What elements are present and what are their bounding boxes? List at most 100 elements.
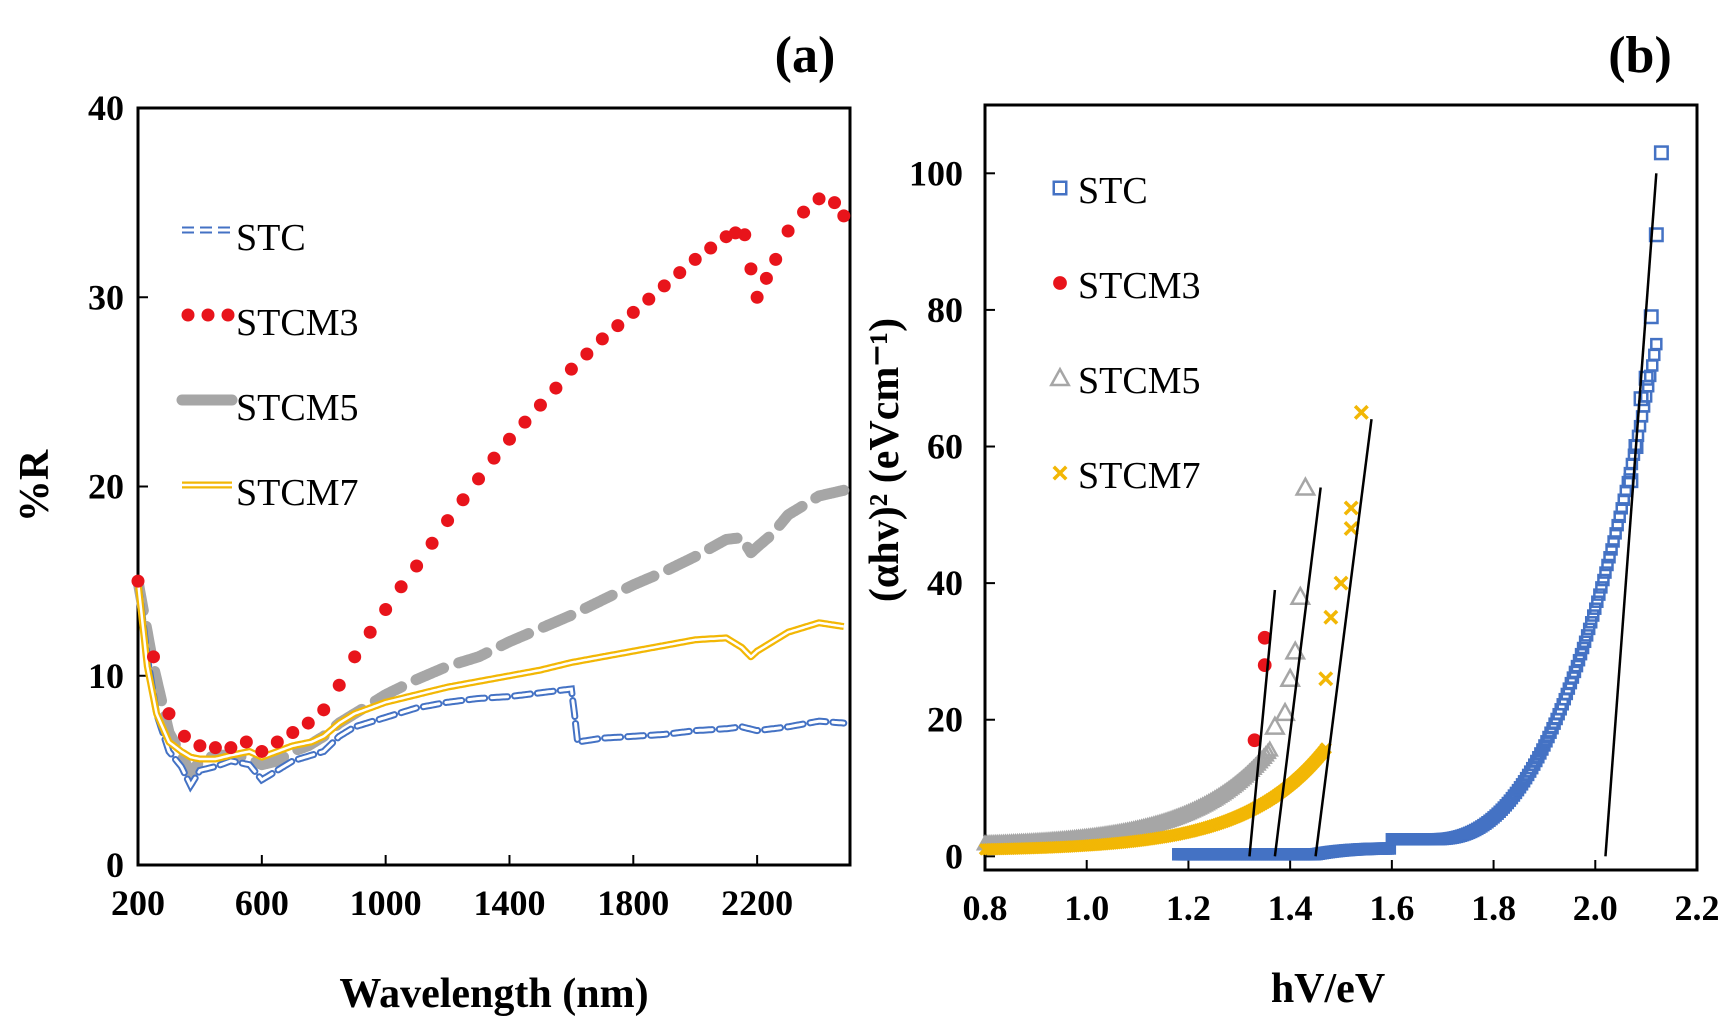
series-a-stcm3-point [239,735,253,749]
series-a-stcm3-point [750,290,764,304]
series-b-stcm5-point [1289,585,1312,606]
y-tick-label: 100 [909,153,963,193]
series-a-stcm3-point [301,716,315,730]
series-b-stc-point [1648,227,1664,243]
series-b-stcm5-point [1264,715,1286,735]
fit-line [1273,487,1322,857]
x-tick-label: 1.0 [1064,888,1109,928]
series-a-stcm3-point [394,580,408,594]
legend-marker [1052,465,1068,481]
series-b-stc-point [1605,543,1618,556]
panel-a-legend: STC STCM3 STCM5 STCM7 [176,217,358,514]
legend-b-stcm7-label: STCM7 [1078,455,1200,497]
x-tick-label: 1.4 [1268,888,1313,928]
series-b-stc-point [1589,602,1602,615]
series-a-stcm3-point [837,209,851,223]
x-tick-label: 2.0 [1573,888,1618,928]
panel-b: (b) 0.8 1.0 1.2 1.4 1.6 1.8 2.0 2.2 0 20 40 60 80 100… [862,27,1720,1012]
series-b-stc-point [1623,473,1639,489]
series-a-stcm3-point [812,192,826,206]
series-b-stcm3-point [1257,630,1272,645]
series-b-stcm5-point [1279,667,1302,687]
series-a-stcm3-point [611,319,625,333]
series-b-stcm5-point [1294,476,1317,496]
x-tick-label: 1.2 [1166,888,1211,928]
series-b-stc-point [1648,348,1661,362]
series-b-stc-point [1617,493,1631,506]
legend-b-stcm5: STCM5 [1049,360,1200,402]
legend-a-stc-label: STC [236,217,306,259]
series-a-stcm3-point [208,741,222,755]
series-a-stcm3-point [688,252,702,266]
series-b-stc-point [1597,573,1610,587]
series-b-stc-point [1580,629,1594,642]
series-b-stc-point [1615,502,1628,515]
panel-a-series [131,192,851,793]
series-a-stcm3-point [781,224,795,238]
series-a-stcm3-point [131,574,145,588]
series-a-stcm5-line [132,484,850,780]
y-tick-label: 20 [927,700,963,740]
x-tick-label: 1400 [473,883,545,923]
series-a-stcm3-point [425,536,439,550]
series-a-stcm3-point [657,279,671,293]
series-b-stc-point [1611,518,1624,532]
panel-a: (a) 200 600 1000 1400 1800 2200 0 10 20 30 40 Wave… [12,27,852,1017]
legend-b-stcm7-marker [1052,465,1068,481]
legend-a-stcm5: STCM5 [176,387,358,429]
series-a-stcm7-line [134,580,846,763]
series-a-stcm3-point [673,266,687,280]
panel-b-x-axis-title: hV/eV [1271,966,1385,1012]
series-a-stcm3-point [332,678,346,692]
series-b-stc-point [1591,595,1604,608]
legend-a-stc: STC [182,217,306,259]
series-b-stcm7-point [1343,520,1359,536]
series-a-stcm3-point [162,707,176,721]
series-b-stc-point [1584,616,1598,629]
legend-b-stc: STC [1052,170,1148,212]
series-a-stcm3-point [487,451,501,465]
series-a-stcm3-point [441,514,455,528]
series-a-stcm3-point [549,381,563,395]
series-a-stcm3-point [410,559,424,573]
y-tick-label: 40 [88,88,124,128]
series-a-stcm3-point [255,744,269,758]
series-b-stcm3-point [1247,733,1262,748]
x-tick-label: 1.8 [1471,888,1516,928]
panel-b-fit-lines [1248,173,1658,857]
y-tick-label: 40 [927,563,963,603]
series-b-stc-point [1613,510,1626,524]
legend-b-stcm5-label: STCM5 [1078,360,1200,402]
series-a-stcm3-point [456,493,470,507]
series-a-stcm3-point [193,739,207,753]
series-a-stcm3-point [518,415,532,429]
x-tick-label: 200 [111,883,165,923]
y-tick-label: 30 [88,277,124,317]
series-a-stcm3-point [270,735,284,749]
x-tick-label: 1000 [350,883,422,923]
fit-line [1314,419,1373,857]
series-a-stcm3-point [146,650,160,664]
series-a-stcm3-point [769,252,783,266]
series-b-stcm7-point [1318,671,1334,687]
series-b-stc-point [1650,337,1663,351]
series-a-stcm3-point [379,603,393,617]
series-b-stc-point [1607,535,1620,548]
x-tick-label: 2200 [721,883,793,923]
series-a-stcm3-point [317,703,331,717]
panel-b-y-axis-title: (αhv)² (eVcm⁻¹) [862,318,908,602]
legend-swatch-dot [181,308,195,322]
series-a-stcm3-point [704,241,718,255]
legend-b-stc-label: STC [1078,170,1148,212]
legend-swatch-dot [221,308,235,322]
series-a-stcm3-point [744,262,758,276]
series-a-stcm3-point [363,625,377,639]
series-b-stc-point [1576,641,1590,655]
y-tick-label: 0 [945,836,963,876]
series-b-stcm7-point [1353,404,1369,420]
x-tick-label: 0.8 [963,888,1008,928]
fit-line [1248,589,1277,857]
y-tick-label: 80 [927,290,963,330]
legend-a-stcm3: STCM3 [181,302,358,344]
